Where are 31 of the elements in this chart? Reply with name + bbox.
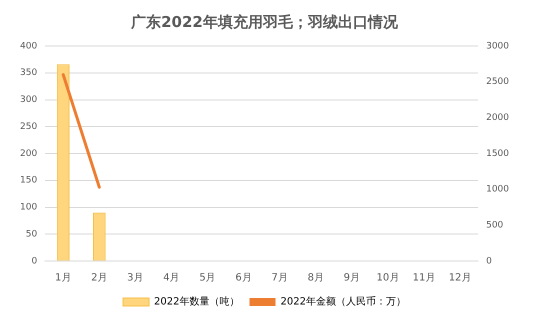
y-tick-label: 0 xyxy=(31,256,38,266)
x-tick-label: 5月 xyxy=(199,272,216,284)
legend-label: 2022年数量（吨） xyxy=(154,296,240,308)
x-tick-label: 12月 xyxy=(448,272,472,284)
y2-tick-label: 500 xyxy=(486,220,504,231)
y2-tick-label: 2000 xyxy=(486,113,510,124)
y-tick-label: 100 xyxy=(20,202,38,213)
x-tick-label: 6月 xyxy=(235,272,252,284)
x-tick-label: 7月 xyxy=(271,272,288,284)
legend-label: 2022年金额（人民币：万） xyxy=(280,296,406,308)
x-tick-label: 10月 xyxy=(376,272,400,284)
y-tick-label: 50 xyxy=(26,229,38,240)
y-tick-label: 150 xyxy=(20,176,38,186)
x-tick-label: 4月 xyxy=(163,272,180,284)
y-tick-label: 200 xyxy=(20,148,38,159)
x-tick-label: 2月 xyxy=(91,272,108,284)
x-tick-label: 1月 xyxy=(55,272,72,284)
y-tick-label: 400 xyxy=(20,41,38,52)
x-tick-label: 11月 xyxy=(412,272,436,284)
chart-title: 广东2022年填充用羽毛；羽绒出口情况 xyxy=(130,12,399,31)
y-tick-label: 350 xyxy=(20,68,38,78)
y2-tick-label: 1000 xyxy=(486,184,510,195)
y2-tick-label: 1500 xyxy=(486,148,510,159)
y2-tick-label: 2500 xyxy=(486,77,510,88)
y-tick-label: 250 xyxy=(20,122,38,132)
x-tick-label: 9月 xyxy=(344,272,360,284)
x-tick-label: 8月 xyxy=(308,272,324,284)
y-tick-label: 300 xyxy=(20,95,38,106)
y2-tick-label: 0 xyxy=(486,256,492,266)
x-tick-label: 3月 xyxy=(127,272,144,284)
y2-tick-label: 3000 xyxy=(486,41,510,52)
